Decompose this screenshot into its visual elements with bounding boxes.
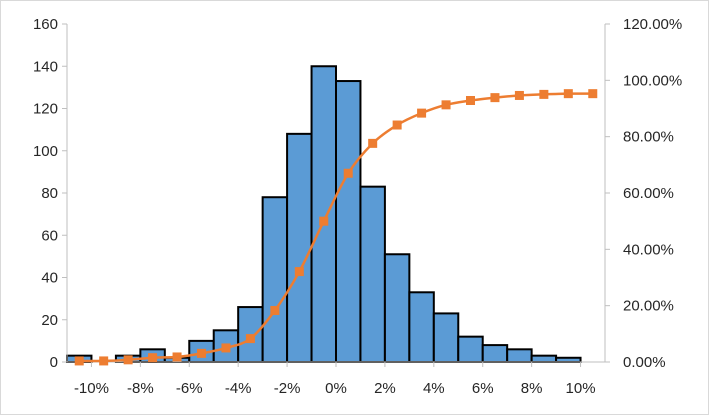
cumulative-marker — [514, 90, 524, 100]
cumulative-marker — [197, 348, 206, 358]
left-y-tick-label: 140 — [33, 58, 58, 75]
x-tick-label: -6% — [176, 380, 203, 397]
left-y-tick-label: 160 — [33, 16, 58, 33]
cumulative-marker — [99, 356, 109, 366]
right-y-tick-label: 20.00% — [623, 298, 674, 315]
right-y-tick-label: 120.00% — [623, 16, 682, 33]
cumulative-marker — [148, 353, 158, 363]
left-y-tick-label: 0 — [50, 354, 58, 371]
histogram-bar — [457, 335, 484, 363]
x-tick-label: 2% — [374, 380, 396, 397]
cumulative-marker — [172, 352, 182, 362]
left-y-tick-label: 60 — [41, 227, 58, 244]
histogram-bar — [432, 312, 460, 364]
cumulative-marker — [563, 89, 573, 99]
x-tick-label: -2% — [274, 380, 301, 397]
left-y-tick-label: 80 — [41, 185, 58, 202]
cumulative-line — [79, 92, 593, 363]
right-y-tick-label: 40.00% — [623, 241, 674, 258]
cumulative-marker — [74, 356, 84, 366]
cumulative-marker — [368, 138, 378, 148]
x-tick-label: -4% — [225, 380, 252, 397]
right-y-tick-label: 100.00% — [623, 72, 682, 89]
cumulative-marker — [221, 343, 231, 353]
cumulative-line-layer — [74, 89, 598, 366]
histogram-bar — [383, 253, 411, 363]
left-y-tick-label: 100 — [33, 143, 58, 160]
histogram-bar — [286, 132, 313, 363]
histogram-bar — [481, 344, 509, 364]
bars-layer — [66, 65, 582, 364]
histogram-bar — [335, 80, 362, 363]
cumulative-marker — [343, 168, 353, 178]
cumulative-marker — [417, 108, 427, 118]
cumulative-marker — [588, 89, 598, 99]
cumulative-marker — [123, 355, 133, 365]
right-y-tick-label: 60.00% — [623, 185, 674, 202]
left-y-tick-label: 20 — [41, 312, 58, 329]
x-tick-label: 6% — [472, 380, 494, 397]
left-y-tick-label: 40 — [41, 270, 58, 287]
x-tick-label: 10% — [566, 380, 596, 397]
histogram-bar — [359, 185, 386, 363]
x-tick-label: -8% — [127, 380, 154, 397]
cumulative-marker — [539, 89, 549, 99]
cumulative-marker — [392, 120, 402, 130]
cumulative-marker — [270, 305, 280, 315]
cumulative-marker — [245, 334, 255, 344]
cumulative-marker — [294, 267, 304, 277]
cumulative-marker — [441, 100, 451, 110]
x-tick-label: -10% — [74, 380, 109, 397]
x-tick-label: 0% — [325, 380, 347, 397]
histogram-bar — [310, 65, 337, 363]
cumulative-marker — [490, 93, 500, 103]
histogram-bar — [408, 291, 435, 364]
histogram-bar — [530, 354, 558, 364]
right-y-tick-label: 0.00% — [623, 354, 666, 371]
x-tick-label: 8% — [521, 380, 543, 397]
x-tick-label: 4% — [423, 380, 445, 397]
tick-labels-layer: 0 20 40 60 80 100 120 140 160 0.00% 20.00% 40.00% 60… — [33, 16, 682, 397]
left-y-tick-label: 120 — [33, 101, 58, 118]
histogram-bar — [261, 196, 289, 363]
cumulative-marker — [466, 96, 475, 105]
right-y-tick-label: 80.00% — [623, 129, 674, 146]
histogram-bar — [506, 348, 533, 364]
histogram-bar — [555, 356, 582, 363]
cumulative-marker — [319, 216, 329, 226]
